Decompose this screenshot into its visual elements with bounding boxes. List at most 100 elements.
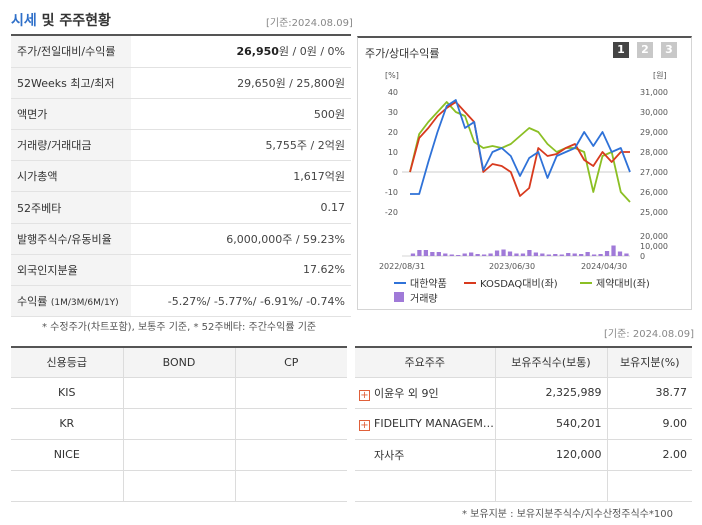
info-row: 52주베타 0.17 — [11, 191, 351, 224]
cp-cell — [234, 439, 347, 471]
volume-bar — [462, 253, 467, 256]
chart-lines — [409, 99, 631, 203]
legend-swatch-volume — [394, 292, 404, 302]
left-tick-label: -20 — [385, 208, 398, 217]
chart-panel — [357, 36, 692, 310]
volume-bar — [488, 253, 493, 256]
holder-shares: 540,201 — [494, 408, 607, 440]
volume-bar — [604, 251, 610, 256]
bond-cell — [122, 439, 235, 471]
agency-cell — [11, 470, 123, 502]
info-value: 5,755주 / 2억원 — [131, 129, 351, 162]
agency-cell: KR — [11, 408, 123, 440]
table-row — [355, 470, 692, 502]
column-header: CP — [234, 346, 347, 378]
table-row: + 이윤우 외 9인 2,325,989 38.77 — [355, 377, 692, 409]
volume-bar — [540, 253, 545, 256]
table-header-row: 신용등급 BOND CP — [11, 346, 347, 378]
section-title: 시세 및 주주현황 — [11, 10, 111, 30]
volume-bar — [579, 254, 584, 256]
volume-bar — [443, 253, 448, 256]
volume-bar — [430, 252, 435, 256]
info-value: 1,617억원 — [131, 160, 351, 193]
x-tick-label: 2024/04/30 — [581, 262, 627, 271]
chart-page-2-button[interactable]: 2 — [637, 42, 653, 58]
volume-bar — [591, 254, 597, 256]
volume-tick-label: 0 — [640, 252, 645, 261]
info-label: 주가/전일대비/수익률 — [11, 36, 131, 68]
price-change: 원 / 0원 / 0% — [278, 45, 345, 59]
left-tick-label: 10 — [388, 148, 398, 157]
cp-cell — [234, 470, 347, 502]
right-tick-label: 29,000 — [640, 128, 668, 137]
volume-bar — [494, 250, 500, 256]
info-value: 26,950원 / 0원 / 0% — [131, 36, 351, 68]
table-header-row: 주요주주 보유주식수(보통) 보유지분(%) — [355, 346, 692, 378]
volume-bar — [501, 249, 506, 256]
chart-page-1-button[interactable]: 1 — [613, 42, 629, 58]
info-row: 액면가 500원 — [11, 98, 351, 131]
volume-bar — [469, 252, 474, 256]
info-label: 액면가 — [11, 98, 131, 131]
holder-name: 자사주 — [374, 448, 405, 462]
table-row: 자사주 120,000 2.00 — [355, 439, 692, 471]
chart-page-3-button[interactable]: 3 — [661, 42, 677, 58]
holder-shares: 120,000 — [494, 439, 607, 471]
holder-pct: 9.00 — [606, 408, 692, 440]
x-axis: 2022/08/31 2023/06/30 2024/04/30 — [379, 262, 627, 271]
column-header: 보유주식수(보통) — [494, 346, 607, 378]
expand-plus-icon[interactable]: + — [359, 389, 370, 401]
bond-cell — [122, 408, 235, 440]
volume-bar — [617, 251, 623, 256]
table-row: KR — [11, 408, 347, 440]
left-tick-label: 20 — [388, 128, 398, 137]
volume-bar — [572, 253, 577, 256]
volume-tick-label: 10,000 — [640, 242, 668, 251]
cp-cell — [234, 377, 347, 409]
left-tick-label: -10 — [385, 188, 398, 197]
right-tick-label: 31,000 — [640, 88, 668, 97]
volume-bar — [566, 253, 571, 256]
right-tick-label: 25,000 — [640, 208, 668, 217]
volume-bar — [533, 252, 539, 256]
price-chart: [%] [원] 40 30 20 10 0 -10 -20 31,000 30,000 29,0… — [379, 71, 668, 305]
volume-bar — [624, 253, 629, 256]
column-header: 보유지분(%) — [606, 346, 692, 378]
info-label: 수익률 (1M/3M/6M/1Y) — [11, 285, 131, 318]
volume-bar — [514, 253, 519, 256]
agency-cell: KIS — [11, 377, 123, 409]
x-tick-label: 2023/06/30 — [489, 262, 535, 271]
volume-bar — [598, 254, 603, 256]
bond-cell — [122, 470, 235, 502]
info-label: 외국인지분율 — [11, 254, 131, 287]
section-title-rest: 및 주주현황 — [36, 13, 111, 29]
base-date: [기준:2024.08.09] — [266, 18, 353, 29]
right-axis: 31,000 30,000 29,000 28,000 27,000 26,000 25,0… — [640, 88, 668, 217]
column-header: BOND — [122, 346, 235, 378]
credit-rating-table: 신용등급 BOND CP KIS KR NICE — [11, 346, 347, 502]
left-tick-label: 40 — [388, 88, 398, 97]
series-line-price — [410, 99, 631, 195]
major-shareholders-table: 주요주주 보유주식수(보통) 보유지분(%) + 이윤우 외 9인 2,325,9… — [355, 346, 692, 502]
volume-bar — [546, 254, 551, 256]
volume-bar — [520, 253, 526, 256]
volume-bar — [507, 251, 513, 256]
volume-bar — [436, 252, 441, 256]
series-line-pharma — [409, 101, 631, 203]
volume-bar — [475, 254, 480, 256]
right-tick-label: 28,000 — [640, 148, 668, 157]
table-row: NICE — [11, 439, 347, 471]
holder-name[interactable]: FIDELITY MANAGEM… — [374, 416, 494, 430]
x-tick-label: 2022/08/31 — [379, 262, 425, 271]
volume-bar — [410, 253, 416, 256]
info-label: 시가총액 — [11, 160, 131, 193]
holder-pct: 38.77 — [606, 377, 692, 409]
info-row: 발행주식수/유동비율 6,000,000주 / 59.23% — [11, 223, 351, 255]
price-info-table: 주가/전일대비/수익률 26,950원 / 0원 / 0% 52Weeks 최고… — [11, 36, 351, 318]
info-row: 주가/전일대비/수익률 26,950원 / 0원 / 0% — [11, 36, 351, 68]
holder-name[interactable]: 이윤우 외 9인 — [374, 386, 439, 400]
info-row: 시가총액 1,617억원 — [11, 160, 351, 193]
expand-plus-icon[interactable]: + — [359, 419, 370, 431]
left-axis: 40 30 20 10 0 -10 -20 — [385, 88, 398, 217]
